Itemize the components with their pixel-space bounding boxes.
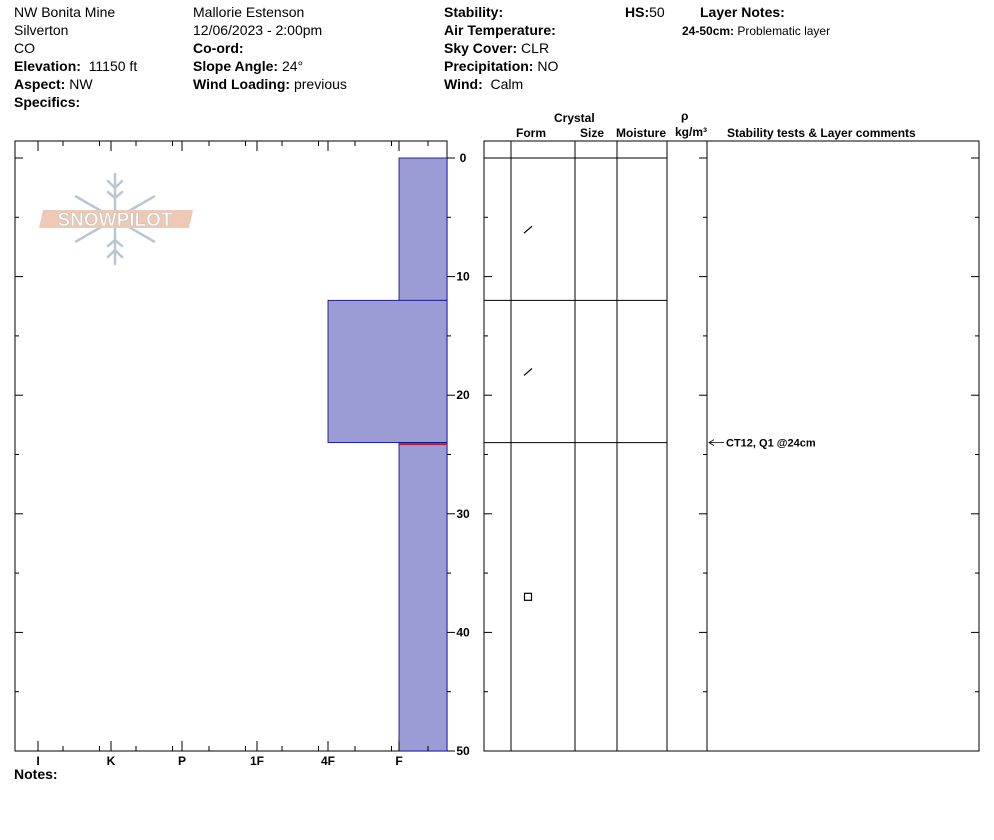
location-name: NW Bonita Mine <box>14 4 116 20</box>
region-name: Silverton <box>14 22 69 38</box>
precip-label: Precipitation: <box>444 58 534 74</box>
wind-loading-label: Wind Loading: <box>193 76 291 92</box>
air-temp-label: Air Temperature: <box>444 22 556 38</box>
layer-table-frame <box>483 140 980 752</box>
depth-label-50: 50 <box>456 744 470 758</box>
density-symbol: ρ <box>681 109 689 123</box>
crystal-form-icon-1 <box>523 225 533 234</box>
elevation-value: 11150 ft <box>88 58 138 74</box>
hardness-label-K: K <box>107 754 116 768</box>
moisture-header: Moisture <box>616 126 667 140</box>
depth-label-40: 40 <box>456 625 470 639</box>
density-unit: kg/m³ <box>675 125 708 139</box>
hardness-label-I: I <box>36 754 39 768</box>
stability-tests: CT12, Q1 @24cm <box>708 438 816 450</box>
elevation-label: Elevation: <box>14 58 81 74</box>
slope-label: Slope Angle: <box>193 58 279 74</box>
observation-datetime: 12/06/2023 - 2:00pm <box>193 22 323 38</box>
wind-value: Calm <box>490 76 524 92</box>
sky-label: Sky Cover: <box>444 40 518 56</box>
depth-label-10: 10 <box>456 270 470 284</box>
stability-comments-header: Stability tests & Layer comments <box>727 126 916 140</box>
hs-value: 50 <box>649 4 665 20</box>
aspect-value: NW <box>69 76 93 92</box>
state-name: CO <box>14 40 35 56</box>
depth-label-30: 30 <box>456 507 470 521</box>
hardness-label-4F: 4F <box>321 754 335 768</box>
wind-loading: Wind Loading: previous <box>193 75 347 93</box>
hardness-label-1F: 1F <box>250 754 264 768</box>
layer-bars <box>327 157 448 752</box>
elevation: Elevation: 11150 ft <box>14 57 137 75</box>
coord-label: Co-ord: <box>193 40 244 56</box>
form-header: Form <box>516 126 546 140</box>
aspect-label: Aspect: <box>14 76 66 92</box>
layer-bar-2 <box>327 299 448 444</box>
sky-cover: Sky Cover: CLR <box>444 39 549 57</box>
hardness-label-F: F <box>395 754 402 768</box>
precipitation: Precipitation: NO <box>444 57 558 75</box>
size-header: Size <box>580 126 605 140</box>
sky-value: CLR <box>521 40 550 56</box>
wind-label: Wind: <box>444 76 483 92</box>
layer-note: 24-50cm: Problematic layer <box>682 22 830 40</box>
specifics-label: Specifics: <box>14 94 81 110</box>
snow-height: HS:50 <box>625 3 665 21</box>
observer-name: Mallorie Estenson <box>193 4 305 20</box>
snowpilot-logo: SNOWPILOT <box>39 172 193 266</box>
layer-table-rows <box>484 157 667 601</box>
hs-label: HS: <box>625 4 650 20</box>
depth-label-20: 20 <box>456 388 470 402</box>
slope-angle: Slope Angle: 24° <box>193 57 303 75</box>
stability-test-label-1: CT12, Q1 @24cm <box>726 438 816 450</box>
layer-bar-3 <box>398 442 448 752</box>
hardness-axis: I K P 1F 4F F <box>36 141 429 768</box>
depth-label-0: 0 <box>460 151 467 165</box>
hardness-plot-frame <box>14 140 448 752</box>
aspect: Aspect: NW <box>14 75 93 93</box>
layer-bar-1 <box>398 157 448 301</box>
depth-axis: 0 10 20 30 40 50 <box>15 151 979 758</box>
layer-note-text: Problematic layer <box>737 24 831 38</box>
layer-note-range: 24-50cm: <box>682 24 735 38</box>
slope-value: 24° <box>281 58 304 74</box>
hardness-label-P: P <box>178 754 186 768</box>
logo-text: SNOWPILOT <box>57 210 172 231</box>
wind-loading-value: previous <box>293 76 347 92</box>
layer-notes-label: Layer Notes: <box>700 4 785 20</box>
crystal-header: Crystal <box>554 111 595 125</box>
crystal-form-icon-2 <box>523 368 533 376</box>
wind: Wind: Calm <box>444 75 523 93</box>
stability-label: Stability: <box>444 4 504 20</box>
stability-arrowhead-1 <box>708 439 715 446</box>
crystal-form-icon-3 <box>523 592 533 601</box>
notes-label: Notes: <box>14 766 58 782</box>
precip-value: NO <box>537 58 559 74</box>
